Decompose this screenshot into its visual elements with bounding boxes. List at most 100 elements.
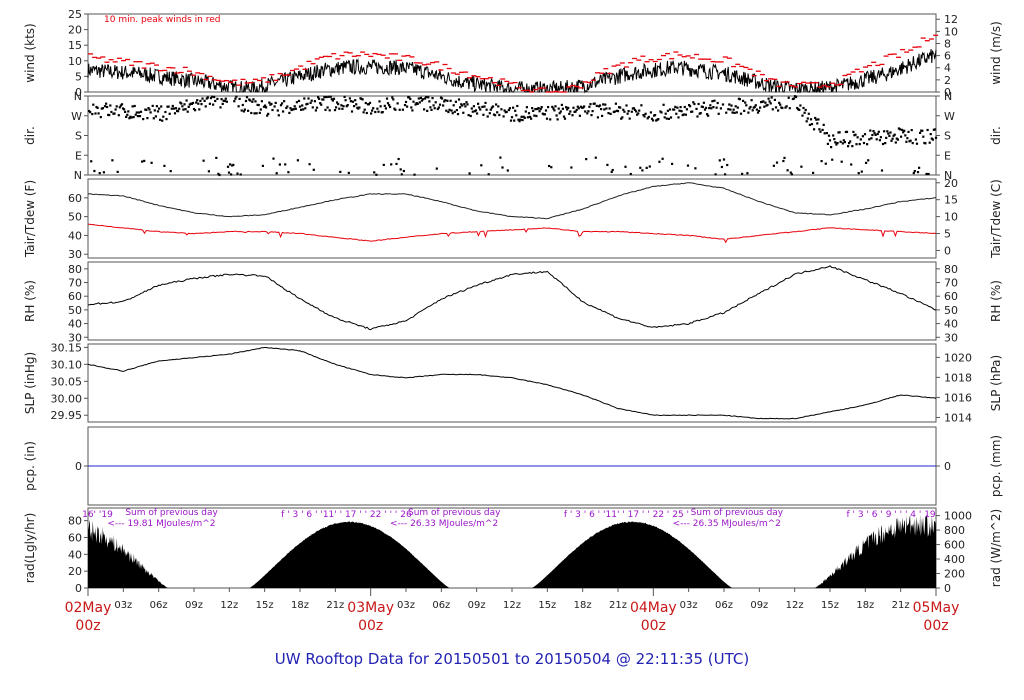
- direction-dot: [384, 107, 387, 110]
- direction-dot: [904, 134, 907, 137]
- direction-dot: [800, 165, 803, 168]
- direction-dot: [102, 171, 105, 174]
- direction-dot: [756, 111, 760, 114]
- direction-dot: [678, 109, 681, 112]
- day-label-z: 00z: [923, 618, 948, 634]
- day-label: 05May: [913, 600, 960, 616]
- tick-label-right: 1016: [944, 391, 972, 404]
- direction-dot: [911, 142, 914, 145]
- tick-label-left: 20: [68, 24, 82, 37]
- direction-dot: [213, 95, 216, 99]
- direction-dot: [648, 165, 651, 168]
- direction-dot: [738, 98, 741, 101]
- tick-label-left: 29.95: [51, 409, 83, 422]
- direction-dot: [339, 170, 342, 173]
- direction-dot: [880, 169, 884, 172]
- tick-label-right: 0: [944, 86, 951, 99]
- direction-dot: [605, 107, 608, 110]
- direction-dot: [520, 115, 523, 118]
- direction-dot: [327, 95, 330, 98]
- direction-dot: [276, 109, 279, 112]
- direction-dot: [311, 106, 314, 109]
- direction-dot: [133, 104, 136, 108]
- direction-dot: [529, 115, 532, 118]
- ylabel-right-slp: SLP (hPa): [989, 355, 1003, 411]
- panel-rh: [84, 261, 940, 341]
- direction-dot: [733, 111, 736, 114]
- direction-dot: [94, 112, 97, 115]
- direction-dot: [557, 107, 560, 110]
- direction-dot: [99, 116, 102, 119]
- direction-dot: [746, 172, 749, 175]
- direction-dot: [169, 170, 172, 173]
- direction-dot: [425, 95, 428, 99]
- direction-dot: [743, 109, 746, 112]
- direction-dot: [462, 111, 465, 114]
- direction-dot: [816, 122, 819, 125]
- direction-dot: [197, 102, 200, 105]
- direction-dot: [402, 169, 405, 173]
- direction-dot: [806, 117, 809, 120]
- direction-dot: [805, 120, 808, 123]
- direction-dot: [300, 108, 303, 111]
- direction-dot: [419, 96, 422, 99]
- direction-dot: [921, 129, 924, 132]
- direction-dot: [627, 110, 630, 113]
- direction-dot: [633, 108, 637, 111]
- tick-label-left: 20: [68, 565, 82, 578]
- direction-dot: [236, 172, 239, 175]
- direction-dot: [92, 103, 95, 106]
- direction-dot: [569, 110, 572, 113]
- x-tick-label: 06z: [715, 600, 733, 611]
- direction-dot: [600, 108, 603, 111]
- direction-dot: [347, 171, 350, 174]
- direction-dot: [583, 105, 586, 108]
- direction-dot: [912, 172, 915, 175]
- direction-dot: [665, 117, 668, 120]
- direction-dot: [284, 163, 287, 166]
- direction-dot: [271, 108, 274, 112]
- direction-dot: [684, 113, 687, 116]
- tick-label-right: 60: [944, 290, 958, 303]
- tick-label-left: 5: [75, 70, 82, 83]
- direction-dot: [199, 99, 202, 103]
- day-label: 03May: [347, 600, 394, 616]
- panel-frame-temp: [87, 178, 937, 259]
- direction-dot: [472, 105, 475, 108]
- direction-dot: [115, 105, 118, 108]
- radiation-hour-marks: f ' 3 ' 6 ' '11' ' 17 ' ' 22 ' ' ' 26: [281, 510, 412, 520]
- direction-dot: [224, 97, 227, 100]
- peak-wind-marks: [88, 34, 939, 93]
- direction-dot: [576, 105, 579, 108]
- direction-dot: [254, 100, 257, 103]
- direction-dot: [807, 112, 810, 115]
- direction-dot: [265, 106, 268, 109]
- direction-dot: [342, 105, 345, 108]
- direction-dot: [503, 109, 506, 112]
- direction-dot: [903, 129, 906, 132]
- direction-dot: [414, 103, 417, 106]
- direction-dot: [685, 108, 688, 111]
- direction-dot: [907, 130, 910, 133]
- direction-dot: [243, 108, 246, 111]
- direction-dot: [312, 168, 315, 171]
- direction-dot: [704, 106, 708, 109]
- x-tick-label: 15z: [538, 600, 556, 611]
- direction-dot: [595, 104, 598, 107]
- direction-dot: [561, 107, 564, 110]
- direction-dot: [131, 105, 134, 108]
- direction-dot: [543, 113, 546, 116]
- direction-dot: [486, 115, 489, 118]
- direction-dot: [505, 110, 508, 113]
- direction-dot: [891, 137, 894, 140]
- ylabel-left-dir: dir.: [23, 126, 37, 145]
- x-tick-label: 12z: [786, 600, 804, 611]
- tick-label-left: 50: [68, 304, 82, 317]
- direction-dot: [239, 173, 242, 176]
- direction-dot: [905, 140, 908, 143]
- direction-dot: [351, 100, 355, 103]
- direction-dot: [379, 105, 382, 108]
- direction-dot: [178, 107, 181, 110]
- direction-dot: [372, 107, 375, 110]
- direction-dot: [694, 167, 697, 170]
